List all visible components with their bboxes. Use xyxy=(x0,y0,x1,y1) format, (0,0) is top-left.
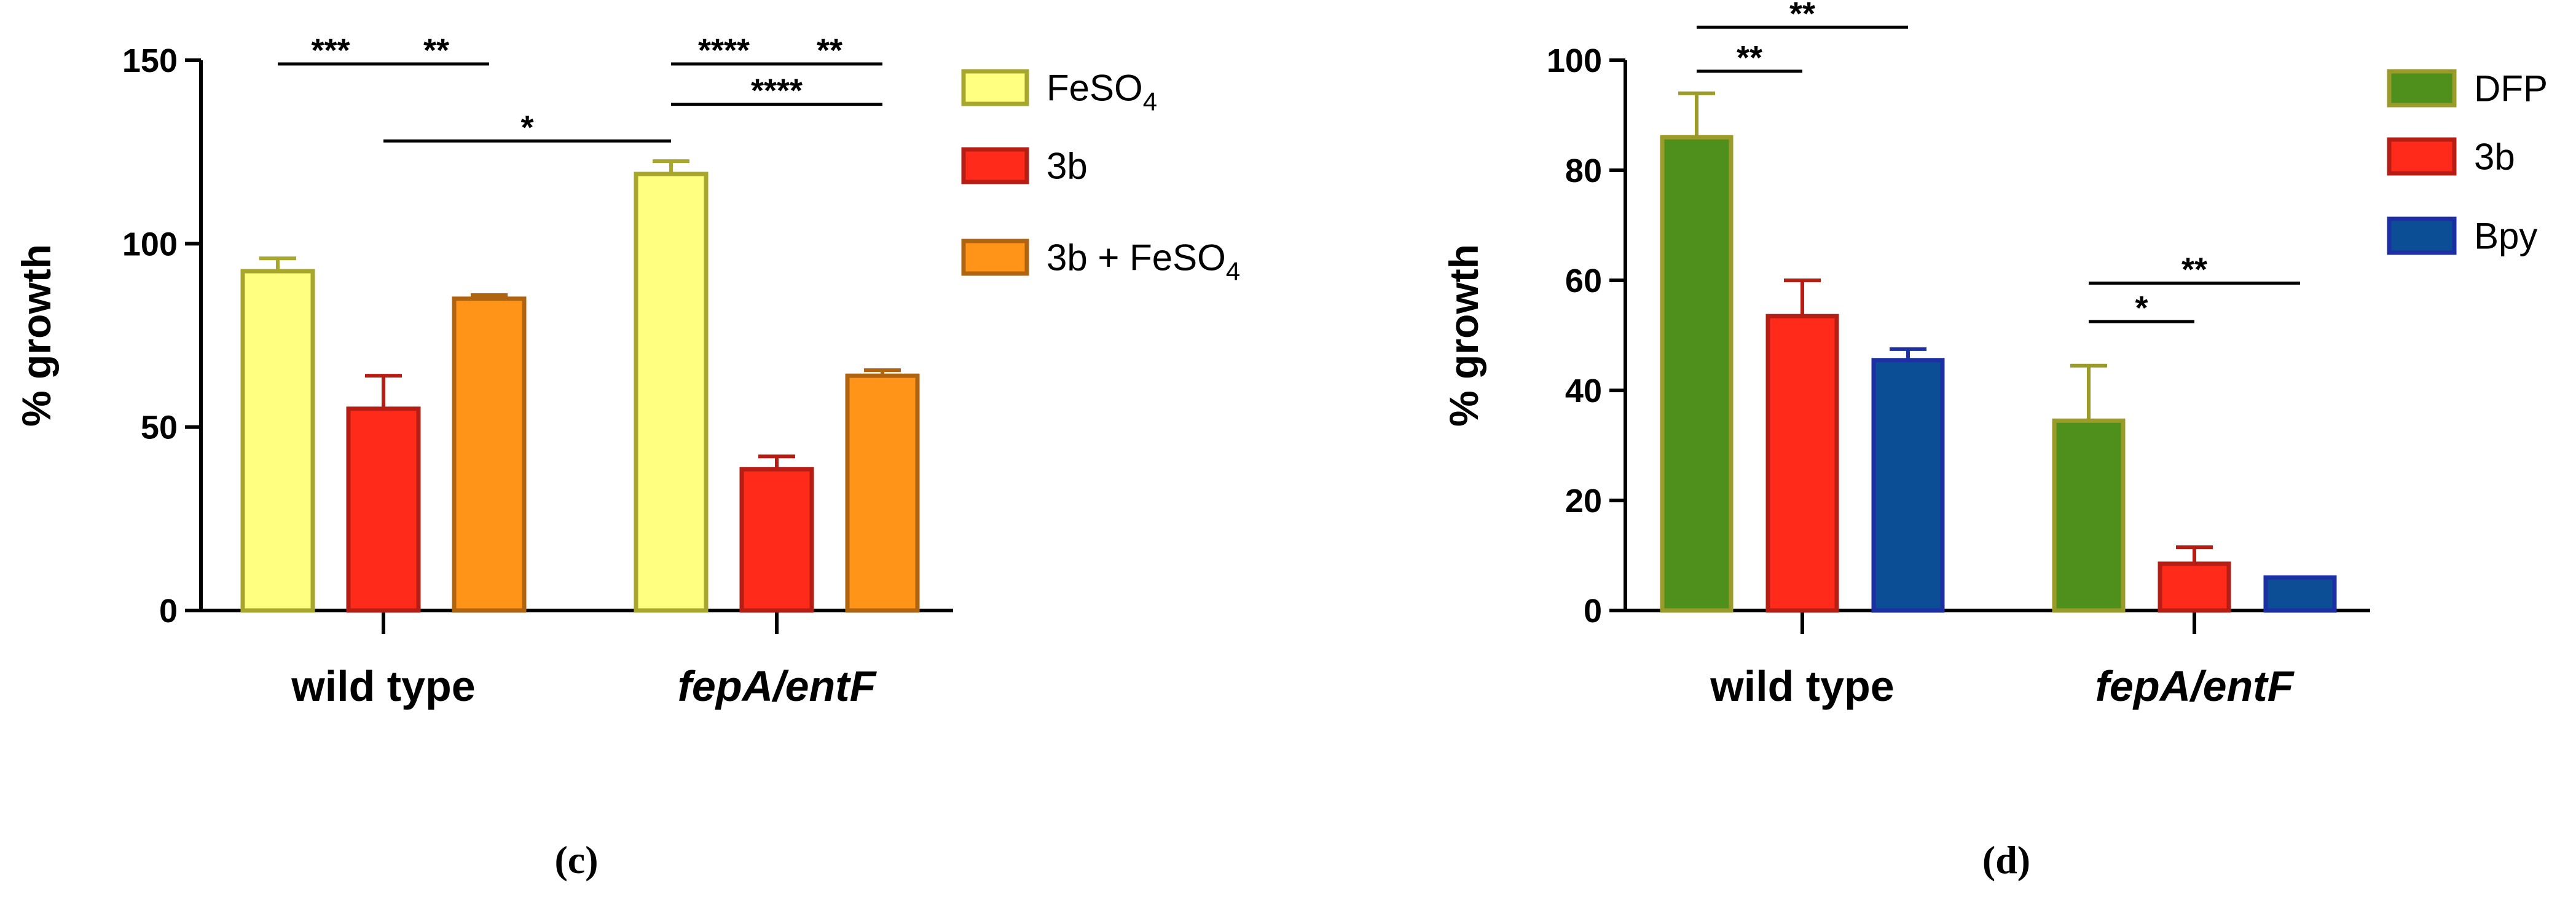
significance-label: ** xyxy=(423,32,449,69)
significance-label: **** xyxy=(698,32,750,69)
legend-label: 3b + FeSO4 xyxy=(1046,237,1240,286)
significance-label: ** xyxy=(1737,39,1762,76)
y-tick-label: 60 xyxy=(1565,263,1602,299)
y-axis-label: % growth xyxy=(14,244,59,427)
significance-label: ** xyxy=(2181,251,2207,288)
bar-3b-1 xyxy=(2158,561,2231,613)
y-tick-label: 100 xyxy=(122,226,178,263)
legend-swatch xyxy=(2387,216,2457,255)
bar-3b-feso4-1 xyxy=(845,373,920,613)
y-tick-label: 20 xyxy=(1565,483,1602,520)
legend-swatch xyxy=(961,239,1029,276)
legend-label: FeSO4 xyxy=(1046,68,1157,116)
legend-swatch xyxy=(961,147,1029,184)
significance-label: * xyxy=(520,109,533,146)
significance-label: ** xyxy=(817,32,842,69)
significance-label: ** xyxy=(1789,0,1815,32)
x-category-label: wild type xyxy=(291,662,475,710)
legend-label: 3b xyxy=(1046,146,1088,187)
y-tick-label: 80 xyxy=(1565,152,1602,189)
y-tick-label: 100 xyxy=(1547,42,1602,79)
y-axis-label: % growth xyxy=(1441,244,1486,427)
y-tick-label: 50 xyxy=(141,409,178,446)
bar-3b-0 xyxy=(1765,314,1839,613)
legend-label: 3b xyxy=(2474,136,2515,178)
y-tick-label: 0 xyxy=(1584,593,1602,630)
significance-label: *** xyxy=(311,32,350,69)
bar-feso4-0 xyxy=(240,269,315,613)
legend-swatch xyxy=(961,69,1029,106)
legend-swatch xyxy=(2387,69,2457,108)
legend-label: DFP xyxy=(2474,68,2548,109)
x-category-label: wild type xyxy=(1710,662,1894,710)
x-category-label: fepA/entF xyxy=(678,662,878,710)
bar-bpy-0 xyxy=(1871,358,1945,613)
y-tick-label: 150 xyxy=(122,42,178,79)
significance-label: * xyxy=(2135,290,2148,326)
bar-3b-feso4-0 xyxy=(452,296,527,613)
legend-swatch xyxy=(2387,137,2457,176)
y-tick-label: 0 xyxy=(159,593,178,630)
significance-label: **** xyxy=(751,73,803,109)
y-tick-label: 40 xyxy=(1565,373,1602,409)
bar-dfp-0 xyxy=(1660,135,1734,613)
panel-label: (c) xyxy=(554,838,598,882)
panel-label: (d) xyxy=(1982,838,2030,882)
legend-label: Bpy xyxy=(2474,216,2537,257)
bar-3b-0 xyxy=(346,406,421,613)
x-category-label: fepA/entF xyxy=(2095,662,2295,710)
bar-bpy-1 xyxy=(2263,575,2337,613)
bar-3b-1 xyxy=(739,467,814,613)
bar-dfp-1 xyxy=(2052,418,2126,613)
bar-feso4-1 xyxy=(634,172,709,613)
